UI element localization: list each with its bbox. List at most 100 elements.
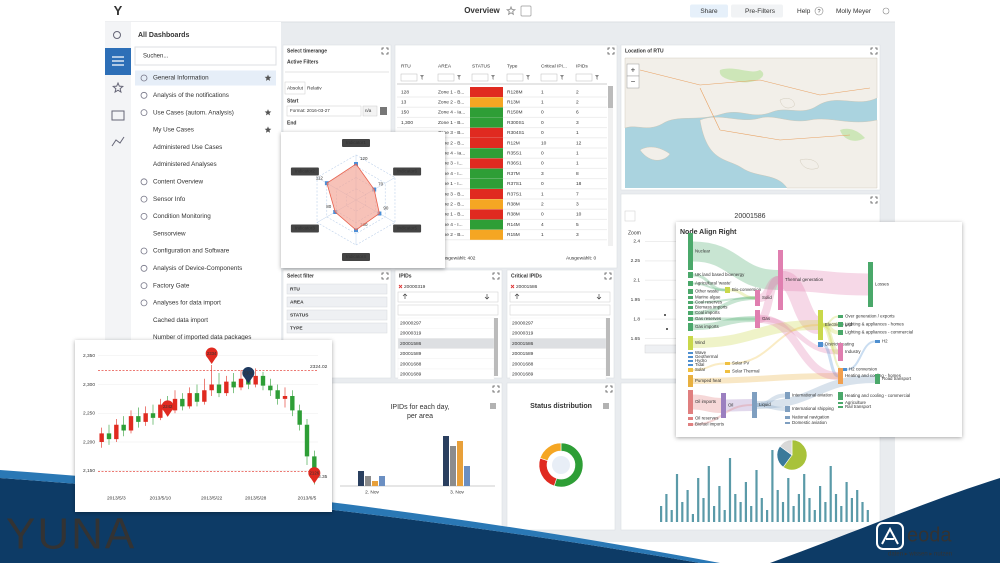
sankey-link [759,315,839,380]
candle-body [187,393,192,407]
cell: Zone 4 - I... [438,222,463,228]
bar [691,514,694,522]
list-item[interactable]: 20001589 [400,351,422,357]
user-name[interactable]: Molly Meyer [836,8,872,15]
nav-item[interactable]: Sensorview [153,230,186,237]
list-item[interactable]: 20000297 [512,320,534,326]
list-item[interactable]: 20001589 [512,351,534,357]
cell: 2 [576,99,579,105]
zoom-out[interactable]: − [631,77,636,86]
bar [734,494,737,522]
nav-item[interactable]: Condition Monitoring [153,213,211,220]
sankey-link [759,276,779,302]
cell: 3 [576,120,579,126]
selected-chip[interactable]: 20000319 [404,284,426,290]
nav-item[interactable]: Content Overview [153,178,203,185]
nav-item[interactable]: Analysis of the notifications [153,92,229,99]
candle-body [253,375,258,385]
expand-icon [492,272,500,280]
list-item[interactable]: 20000297 [400,320,422,326]
node-label: Thermal generation [785,277,824,282]
bar [824,502,827,522]
sankey-link [692,241,779,290]
list-item[interactable]: 20001586 [512,341,534,347]
nav-item[interactable]: Number of imported data packages [153,334,251,341]
list-item[interactable]: 20000319 [512,331,534,337]
tab-label[interactable]: Absolut [287,85,304,91]
node-label: Gas reserves [695,316,722,321]
node-label: International shipping [792,406,834,411]
candle-body [238,378,244,388]
prefilters-label[interactable]: Pre-Filters [745,8,776,15]
cell: 4 [541,222,544,228]
list-item[interactable]: 20001688 [400,361,422,367]
sankey-link [692,297,756,304]
help-link[interactable]: Help [797,8,811,15]
list-item[interactable]: 20001688 [512,361,534,367]
sankey-link [692,394,722,413]
node-label: H2 [882,339,888,344]
cell: 1 [541,191,544,197]
expand-icon [607,47,615,55]
nav-item[interactable]: Analysis of Device-Components [153,265,242,272]
sankey-node [688,360,693,362]
cell: R14M [507,222,520,228]
cell: Zone 1 - B... [438,212,464,218]
y-tick-label: 1.8 [633,316,640,322]
sort-bar [509,291,611,303]
sankey-link [692,273,726,292]
na-box [362,105,378,117]
item-icon [140,282,148,290]
filter-label[interactable]: STATUS [290,312,309,318]
candle-body [194,393,200,402]
node-label: Solid [762,295,772,300]
cell: Zone 2 - B... [438,232,464,238]
nav-item[interactable]: Administered Analyses [153,161,217,168]
cell: Zone 1 - B... [438,120,464,126]
y-tick-label: 2.4 [633,239,640,245]
nav-item[interactable]: Use Cases (autom. Analysis) [153,109,234,116]
node-label: Heating and cooling - commercial [845,393,910,398]
candle-body [231,381,236,388]
nav-item[interactable]: Sensor Info [153,196,186,203]
nav-item[interactable]: General Information [153,75,209,82]
y-tick-label: 2,350 [83,353,95,359]
filter-label[interactable]: TYPE [290,325,303,331]
label: n/a [365,108,372,113]
nav-item[interactable]: Cached data import [153,317,208,324]
nav-item[interactable]: Administered Use Cases [153,144,222,151]
map-forest [719,68,865,141]
column-header: STATUS [472,63,490,69]
nav-item[interactable]: Factory Gate [153,282,190,289]
tab-label[interactable]: Relativ [307,85,322,91]
node-label: Solar [695,367,706,372]
list-item[interactable]: 20001689 [512,371,534,377]
sankey-link [692,373,839,384]
nav-item[interactable]: My Use Cases [153,127,194,134]
list-item[interactable]: 20001689 [400,371,422,377]
node-label: Wind [695,340,706,345]
filter-label[interactable]: AREA [290,299,304,305]
cell: R12M [507,140,520,146]
tab [284,81,306,95]
search-placeholder[interactable]: Suchen... [143,54,169,60]
list-item[interactable]: 20000319 [400,331,422,337]
share-label[interactable]: Share [700,8,718,15]
cell: 150 [401,110,409,116]
node-label: Lighting & appliances - homes [845,322,905,327]
cell: 0 [541,161,544,167]
status-cell [470,148,503,159]
list-item[interactable]: 20001586 [400,341,422,347]
sankey-node [838,402,843,404]
selected-chip[interactable]: 20001586 [516,284,538,290]
star-icon [264,74,272,81]
cell: 10 [541,140,547,146]
nav-item[interactable]: Analyses for data import [153,300,221,307]
input-placeholder[interactable]: Format: 2016-03-27 [290,108,330,113]
filter-label[interactable]: RTU [290,286,300,292]
y-tick-label: 1.95 [631,297,641,303]
nav-item[interactable]: Configuration and Software [153,248,230,255]
cell: Zone 4 - I... [438,171,463,177]
data-label: 90 [383,206,389,211]
zoom-in[interactable]: + [631,66,636,75]
